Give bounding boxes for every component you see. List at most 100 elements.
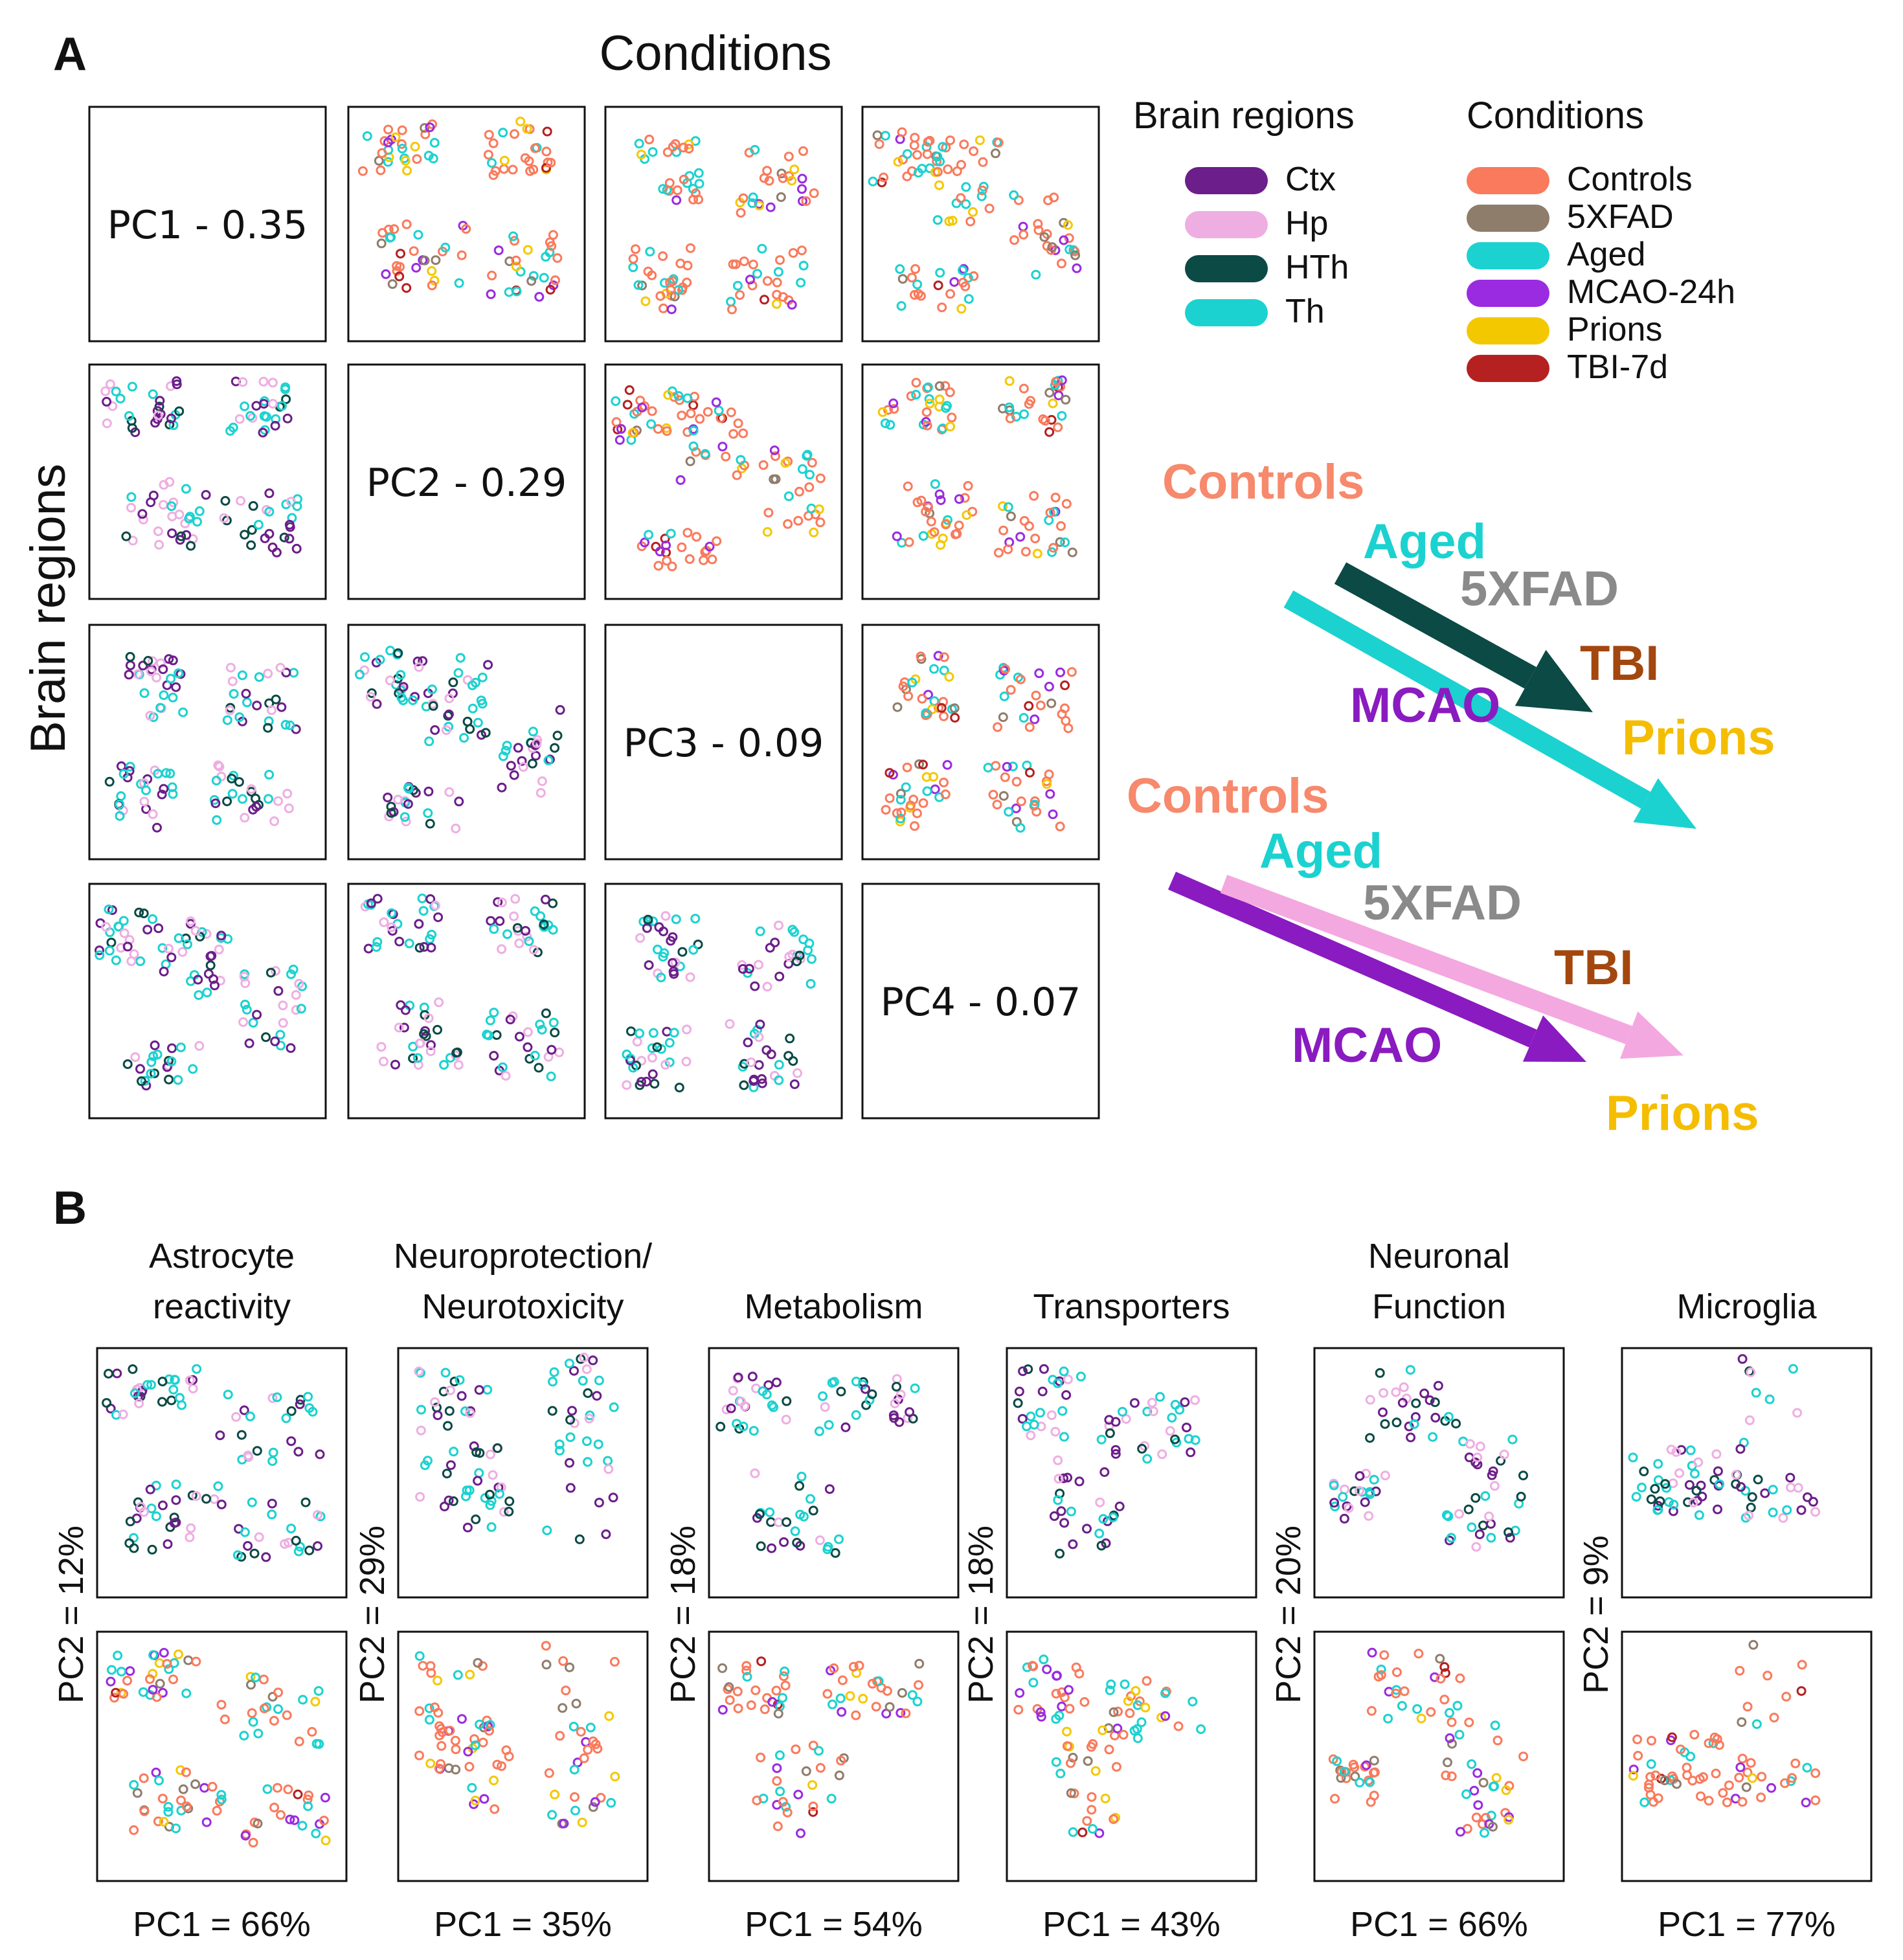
region-point (635, 933, 646, 943)
region-point (414, 919, 424, 929)
condition-point (675, 475, 686, 485)
condition-point (1711, 1768, 1721, 1779)
condition-point (837, 1707, 847, 1717)
region-point (102, 396, 112, 407)
condition-point (1011, 776, 1022, 787)
condition-point (947, 412, 957, 423)
condition-point (1087, 1824, 1098, 1834)
condition-point (262, 1784, 273, 1794)
legend-item-label: 5XFAD (1567, 198, 1674, 236)
condition-point (181, 1801, 192, 1812)
region-point (134, 907, 144, 918)
region-point (173, 1075, 183, 1085)
region-point (455, 1375, 465, 1385)
condition-point (913, 289, 923, 299)
region-point (535, 911, 546, 921)
condition-point (320, 1792, 330, 1803)
condition-point (914, 1680, 923, 1690)
condition-point (1472, 1768, 1483, 1778)
region-point (412, 657, 423, 666)
condition-point (248, 1717, 258, 1727)
region-point (284, 803, 294, 813)
condition-point (892, 531, 902, 541)
region-point (147, 656, 157, 666)
region-point (267, 399, 278, 409)
region-point (151, 1511, 161, 1522)
condition-point (1048, 398, 1058, 409)
region-point (453, 668, 464, 678)
region-point (524, 936, 534, 947)
region-point (146, 1504, 157, 1514)
matrix-cell-4-4: PC4 - 0.07 (861, 883, 1100, 1120)
condition-point (1022, 1662, 1032, 1673)
trajectory-label: Controls (1127, 769, 1329, 824)
region-point (531, 750, 541, 761)
condition-point (736, 455, 746, 465)
region-point (239, 1405, 249, 1415)
region-point (474, 1385, 484, 1395)
region-point (415, 1492, 425, 1502)
condition-point (1430, 1672, 1440, 1682)
region-point (1059, 1366, 1069, 1377)
condition-point (699, 555, 708, 565)
condition-point (1724, 1780, 1734, 1790)
region-point (146, 1380, 156, 1390)
region-point (159, 966, 169, 976)
trajectory-label: 5XFAD (1460, 561, 1619, 616)
region-point (1646, 1494, 1656, 1504)
condition-point (776, 192, 786, 202)
condition-point (1810, 1768, 1821, 1778)
condition-point (1173, 1721, 1184, 1731)
condition-point (940, 789, 951, 800)
region-point (137, 509, 148, 519)
region-point (681, 1057, 692, 1066)
region-point (423, 808, 433, 818)
region-point (201, 490, 211, 500)
condition-point (285, 1814, 295, 1825)
condition-point (936, 703, 947, 713)
region-point (313, 1510, 322, 1520)
condition-point (1064, 244, 1075, 254)
condition-point (942, 760, 952, 770)
condition-point (1762, 1671, 1773, 1681)
region-point (220, 496, 231, 506)
condition-point (1061, 499, 1072, 509)
region-point (125, 1516, 135, 1527)
condition-point (178, 1784, 188, 1794)
region-point (105, 379, 115, 389)
condition-point (106, 1665, 117, 1675)
condition-point (486, 289, 496, 299)
region-point (236, 1430, 247, 1440)
condition-point (730, 259, 741, 269)
condition-point (772, 1821, 783, 1831)
condition-point (1062, 1741, 1072, 1752)
condition-point (1787, 1773, 1797, 1783)
condition-point (954, 521, 964, 530)
condition-point (483, 150, 493, 160)
condition-point (390, 132, 401, 142)
condition-point (884, 793, 895, 804)
condition-point (1044, 427, 1055, 437)
condition-point (424, 1715, 434, 1725)
condition-point (782, 1807, 793, 1818)
region-point (178, 707, 188, 717)
condition-point (1361, 1760, 1371, 1770)
region-point (564, 1358, 574, 1369)
region-point (394, 1022, 404, 1033)
region-point (1365, 1489, 1375, 1500)
region-point (408, 1041, 418, 1052)
condition-point (1643, 1783, 1654, 1793)
condition-point (293, 1789, 303, 1799)
condition-point (1031, 269, 1041, 280)
condition-point (645, 247, 655, 257)
region-point (223, 1390, 233, 1400)
condition-point (1090, 1766, 1101, 1776)
condition-point (1366, 1797, 1376, 1807)
condition-point (815, 473, 826, 484)
region-point (750, 1468, 760, 1478)
region-point (157, 1397, 167, 1407)
region-point (554, 1445, 565, 1456)
region-point (1650, 1483, 1660, 1494)
condition-point (939, 711, 949, 721)
